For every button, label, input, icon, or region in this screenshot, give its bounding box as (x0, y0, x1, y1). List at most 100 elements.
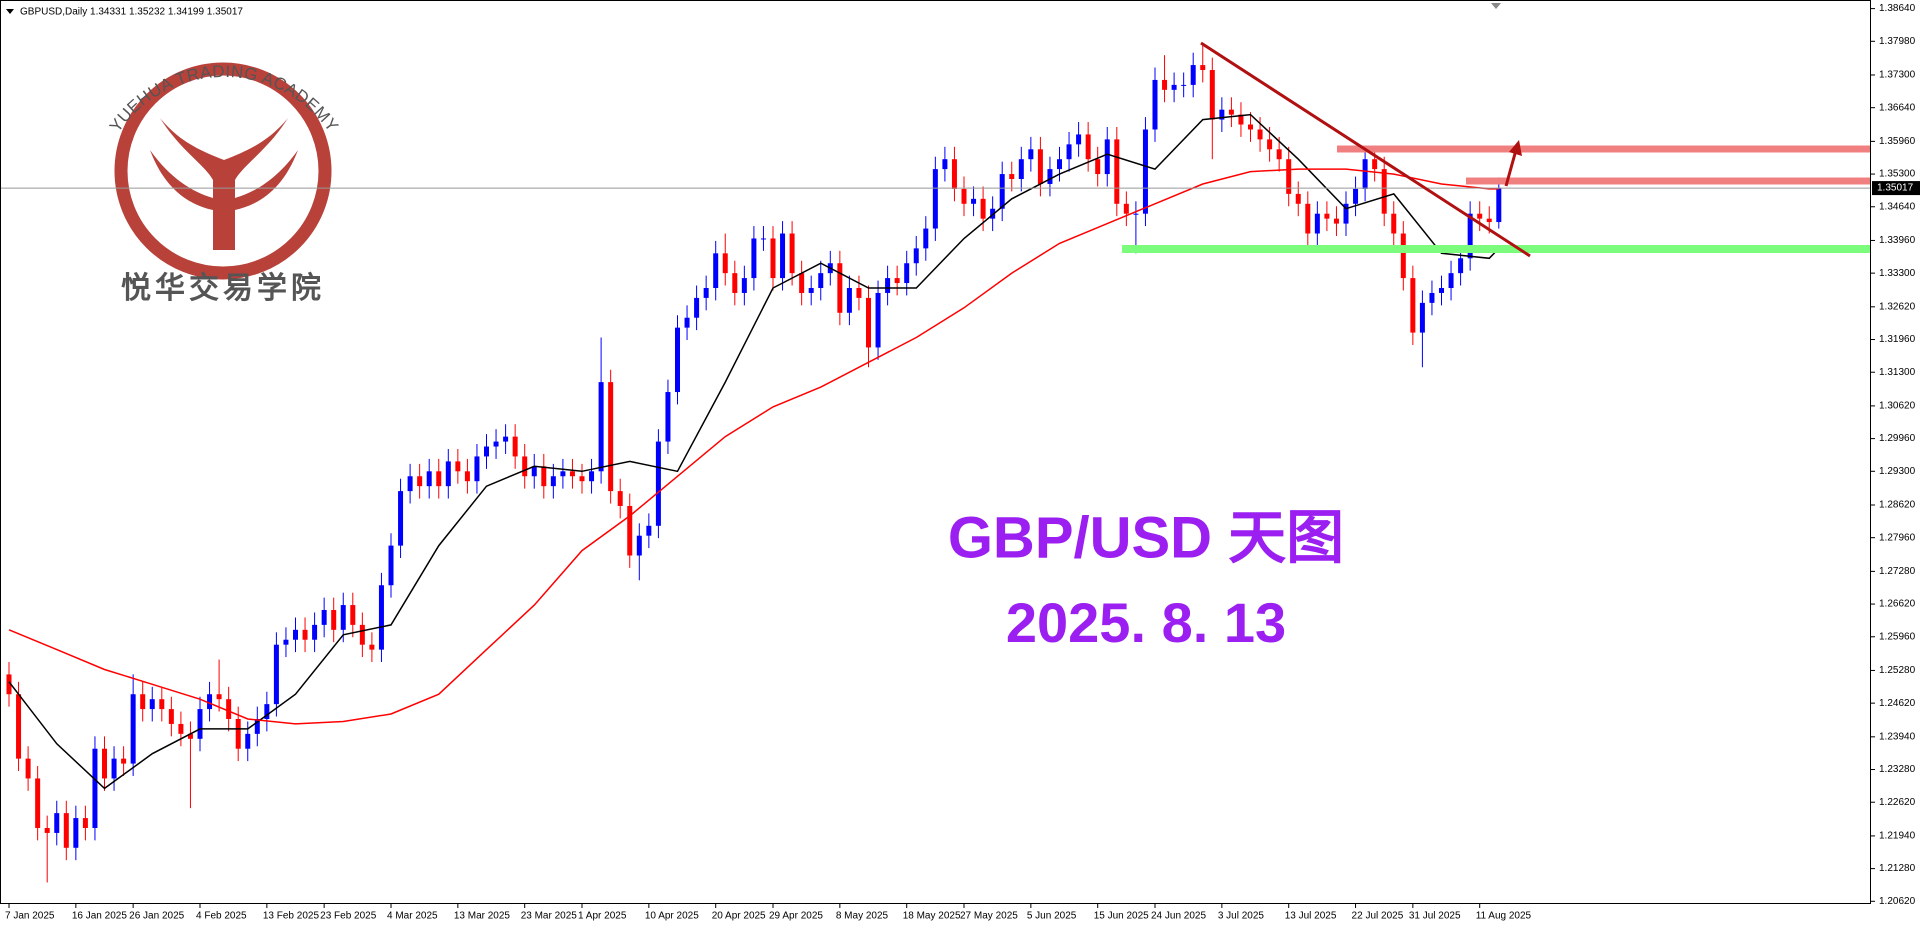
candle-body (894, 278, 900, 284)
candle-body (837, 263, 843, 313)
y-tick-label: 1.28620 (1879, 500, 1916, 511)
candle-body (1477, 213, 1483, 219)
candle-body (302, 629, 308, 640)
x-tick-label: 10 Apr 2025 (645, 911, 699, 922)
candle-body (1066, 144, 1072, 160)
candle-body (187, 733, 193, 739)
candle-body (1276, 149, 1282, 160)
y-tick-label: 1.33960 (1879, 235, 1916, 246)
candle-body (1362, 159, 1368, 189)
candle-body (646, 525, 652, 536)
price-label: 1.35017 (1877, 183, 1914, 194)
candle-body (1123, 203, 1129, 214)
x-tick-label: 18 May 2025 (903, 911, 961, 922)
candle-body (1400, 233, 1406, 279)
y-tick-label: 1.35960 (1879, 136, 1916, 147)
candle-body (359, 624, 365, 645)
candle-body (226, 699, 232, 719)
candle-body (388, 545, 394, 586)
y-tick-label: 1.21280 (1879, 863, 1916, 874)
x-tick-label: 11 Aug 2025 (1476, 911, 1532, 922)
candle-body (722, 253, 728, 274)
x-tick-label: 4 Mar 2025 (387, 911, 438, 922)
candle-body (1391, 213, 1397, 234)
candle-body (550, 476, 556, 487)
candle-body (780, 233, 786, 279)
candle-body (407, 476, 413, 492)
arrow-head (1509, 140, 1522, 156)
candle-body (760, 238, 766, 240)
candle-body (254, 718, 260, 734)
candle-body (741, 278, 747, 293)
candle-body (1142, 129, 1148, 214)
candle-body (149, 699, 155, 710)
x-tick-label: 31 Jul 2025 (1409, 911, 1461, 922)
candle-body (1343, 203, 1349, 224)
y-tick-label: 1.31300 (1879, 367, 1916, 378)
ma-line (8, 168, 1499, 725)
scroll-marker (1491, 3, 1501, 9)
x-tick-label: 26 Jan 2025 (129, 911, 184, 922)
candle-body (703, 288, 709, 298)
candle-body (216, 694, 222, 700)
candle-body (1381, 169, 1387, 214)
candle-body (503, 436, 509, 442)
candle-body (1104, 139, 1110, 175)
candle-body (1372, 159, 1378, 170)
candle-body (923, 228, 929, 249)
candle-body (1057, 159, 1062, 170)
candle-body (589, 471, 595, 482)
candle-body (1037, 149, 1043, 184)
candle-body (140, 694, 146, 710)
candle-body (999, 174, 1005, 209)
candle-body (6, 674, 12, 695)
candle-body (82, 818, 88, 828)
candle-body (1219, 109, 1225, 120)
y-tick-label: 1.36640 (1879, 102, 1916, 113)
candle-body (1190, 65, 1196, 85)
y-tick-label: 1.23280 (1879, 764, 1916, 775)
candle-body (350, 605, 356, 625)
candle-body (1295, 193, 1301, 204)
candle-body (694, 297, 700, 318)
x-tick-label: 23 Mar 2025 (521, 911, 578, 922)
y-tick-label: 1.37300 (1879, 70, 1916, 81)
candle-body (197, 709, 203, 739)
candle-body (417, 476, 423, 487)
x-tick-label: 13 Mar 2025 (454, 911, 511, 922)
candle-body (569, 471, 575, 477)
y-tick-label: 1.27280 (1879, 566, 1916, 577)
candle-body (732, 273, 738, 293)
candle-body (1028, 149, 1034, 160)
axis-layer: 1.38640 1.37980 1.37300 1.36640 1.35960 1.353… (5, 3, 1920, 922)
candle-body (445, 461, 451, 487)
candle-body (1410, 278, 1416, 333)
x-tick-label: 8 May 2025 (836, 911, 889, 922)
candle-body (331, 610, 337, 630)
candle-body (130, 694, 136, 764)
candle-body (846, 288, 852, 313)
candle-body (598, 382, 604, 472)
candle-body (111, 758, 117, 779)
y-tick-label: 1.38640 (1879, 3, 1916, 14)
candle-body (808, 288, 814, 293)
y-tick-label: 1.26620 (1879, 599, 1916, 610)
y-tick-label: 1.20620 (1879, 896, 1916, 907)
candle-body (484, 446, 489, 457)
candle-body (1314, 213, 1320, 234)
candle-body (398, 491, 404, 546)
candle-body (63, 813, 69, 848)
candle-body (1486, 218, 1492, 223)
ma-line (8, 113, 1500, 790)
logo-cn-text: 悦华交易学院 (121, 271, 325, 305)
candle-body (675, 327, 680, 393)
candle-body (1324, 213, 1330, 219)
y-tick-label: 1.23940 (1879, 731, 1916, 742)
x-tick-label: 27 May 2025 (960, 911, 1018, 922)
candle-body (1114, 139, 1120, 204)
candle-body (92, 748, 98, 828)
candle-body (25, 758, 31, 779)
candle-body (866, 297, 871, 348)
